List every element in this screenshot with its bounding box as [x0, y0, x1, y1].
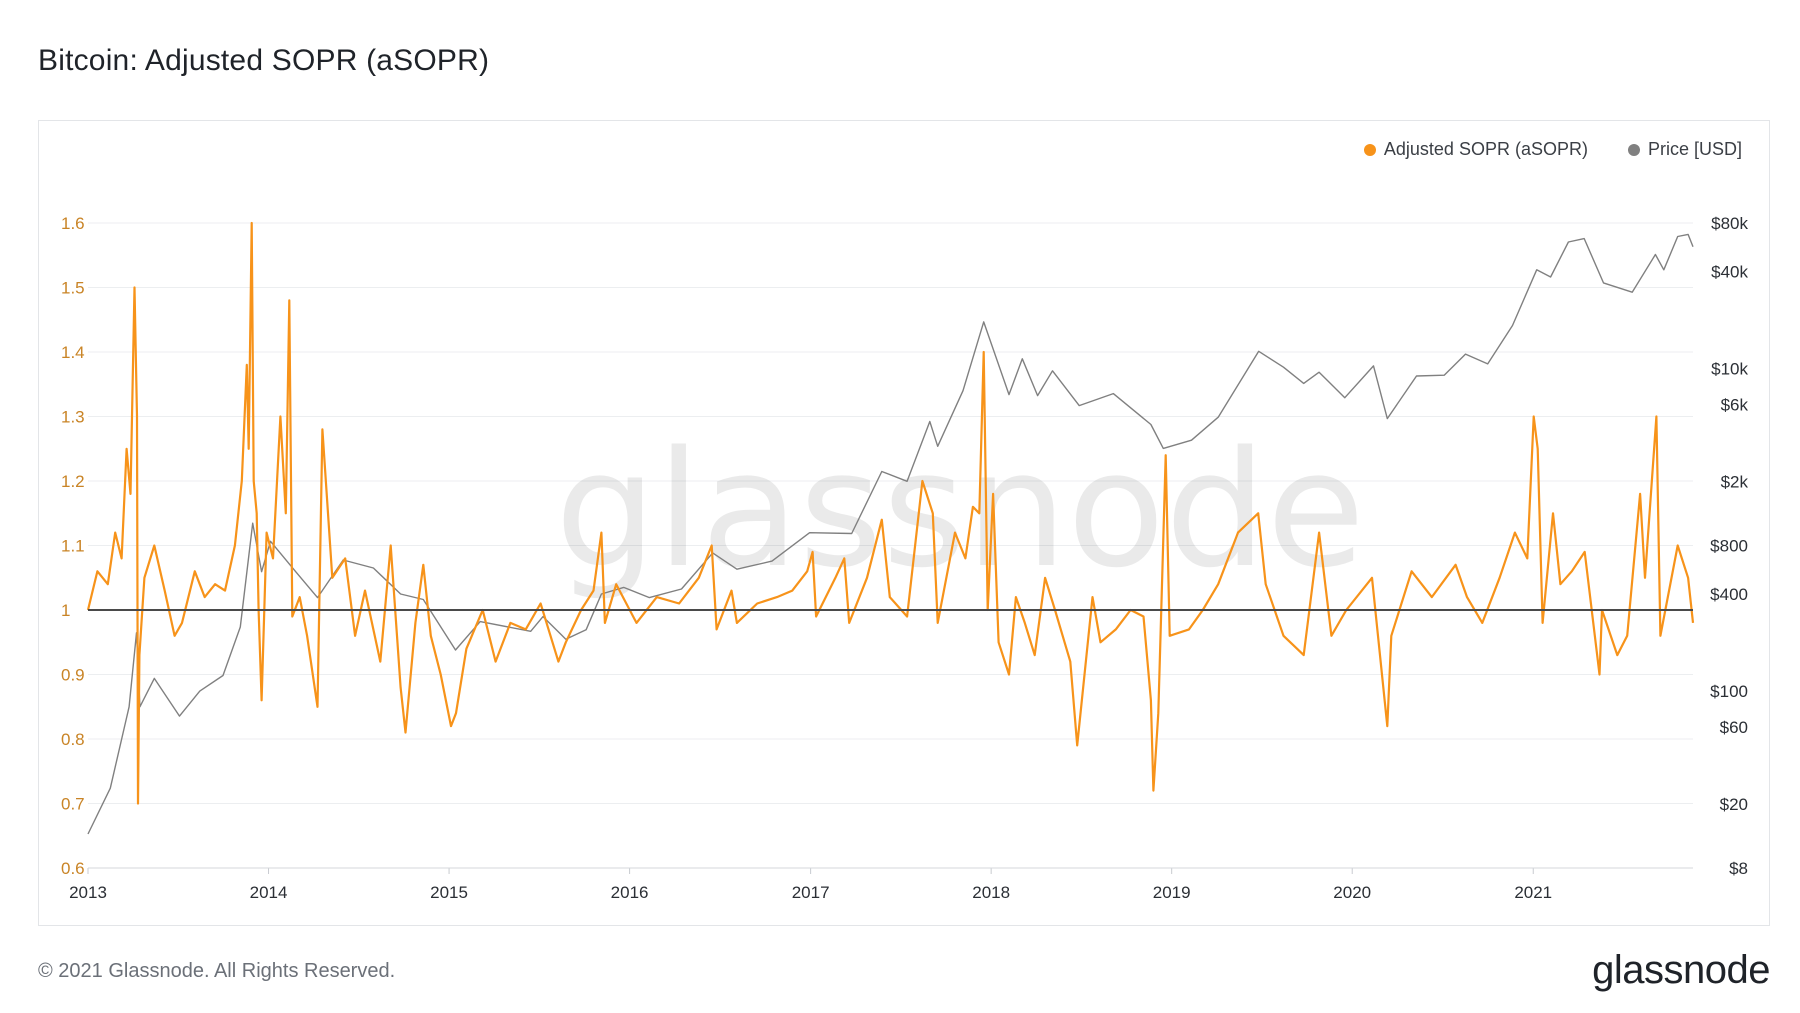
x-tick-label: 2019: [1153, 883, 1191, 902]
y-right-tick-label: $20: [1720, 795, 1748, 814]
y-right-tick-label: $800: [1710, 537, 1748, 556]
y-right-tick-label: $2k: [1721, 472, 1749, 491]
y-right-tick-label: $6k: [1721, 395, 1749, 414]
legend-dot-asopr-icon: [1363, 143, 1376, 156]
y-left-tick-label: 0.7: [61, 795, 85, 814]
y-left-tick-label: 1.4: [61, 343, 85, 362]
chart-frame: [38, 120, 1770, 926]
y-right-tick-label: $8: [1729, 859, 1748, 878]
y-left-tick-label: 1.3: [61, 408, 85, 427]
y-left-tick-label: 0.8: [61, 730, 85, 749]
y-axis-right: $80k $40k $10k $6k $2k $800 $400 $100 $60 $20 $8: [1710, 214, 1748, 878]
legend-label-asopr: Adjusted SOPR (aSOPR): [1383, 139, 1588, 159]
price-line: [87, 233, 1694, 835]
y-right-tick-label: $400: [1710, 585, 1748, 604]
x-tick-label: 2021: [1514, 883, 1552, 902]
series-layer: [86, 221, 1695, 835]
legend-dot-price-icon: [1627, 143, 1640, 156]
brand-logo: glassnode: [1592, 948, 1770, 992]
x-tick-label: 2014: [250, 883, 288, 902]
x-tick-label: 2020: [1333, 883, 1371, 902]
x-tick-label: 2016: [611, 883, 649, 902]
y-right-tick-label: $40k: [1711, 263, 1748, 282]
chart-legend: Adjusted SOPR (aSOPR) Price [USD]: [1363, 139, 1742, 160]
x-tick-label: 2017: [792, 883, 830, 902]
watermark: glassnode: [555, 416, 1365, 603]
asopr-line: [86, 221, 1695, 805]
legend-item-price[interactable]: Price [USD]: [1627, 139, 1742, 160]
y-right-tick-label: $60: [1720, 718, 1748, 737]
y-left-tick-label: 1.2: [61, 472, 85, 491]
y-axis-left: 1.6 1.5 1.4 1.3 1.2 1.1 1 0.9 0.8 0.7 0.6: [61, 214, 85, 878]
x-tick-label: 2013: [69, 883, 107, 902]
legend-item-asopr[interactable]: Adjusted SOPR (aSOPR): [1363, 139, 1588, 160]
y-left-tick-label: 1: [61, 601, 70, 620]
y-right-tick-label: $100: [1710, 682, 1748, 701]
y-left-tick-label: 1.5: [61, 279, 85, 298]
y-right-tick-label: $80k: [1711, 214, 1748, 233]
copyright-text: © 2021 Glassnode. All Rights Reserved.: [38, 960, 396, 982]
y-left-tick-label: 1.1: [61, 537, 85, 556]
x-tick-label: 2015: [430, 883, 468, 902]
x-tick-label: 2018: [972, 883, 1010, 902]
y-left-tick-label: 0.9: [61, 666, 85, 685]
y-left-tick-label: 0.6: [61, 859, 85, 878]
legend-label-price: Price [USD]: [1647, 139, 1742, 159]
y-right-tick-label: $10k: [1711, 360, 1748, 379]
x-axis: 2013 2014 2015 2016 2017 2018 2019 2020 2021: [69, 867, 1693, 902]
page-title: Bitcoin: Adjusted SOPR (aSOPR): [38, 44, 490, 77]
y-left-tick-label: 1.6: [61, 214, 85, 233]
